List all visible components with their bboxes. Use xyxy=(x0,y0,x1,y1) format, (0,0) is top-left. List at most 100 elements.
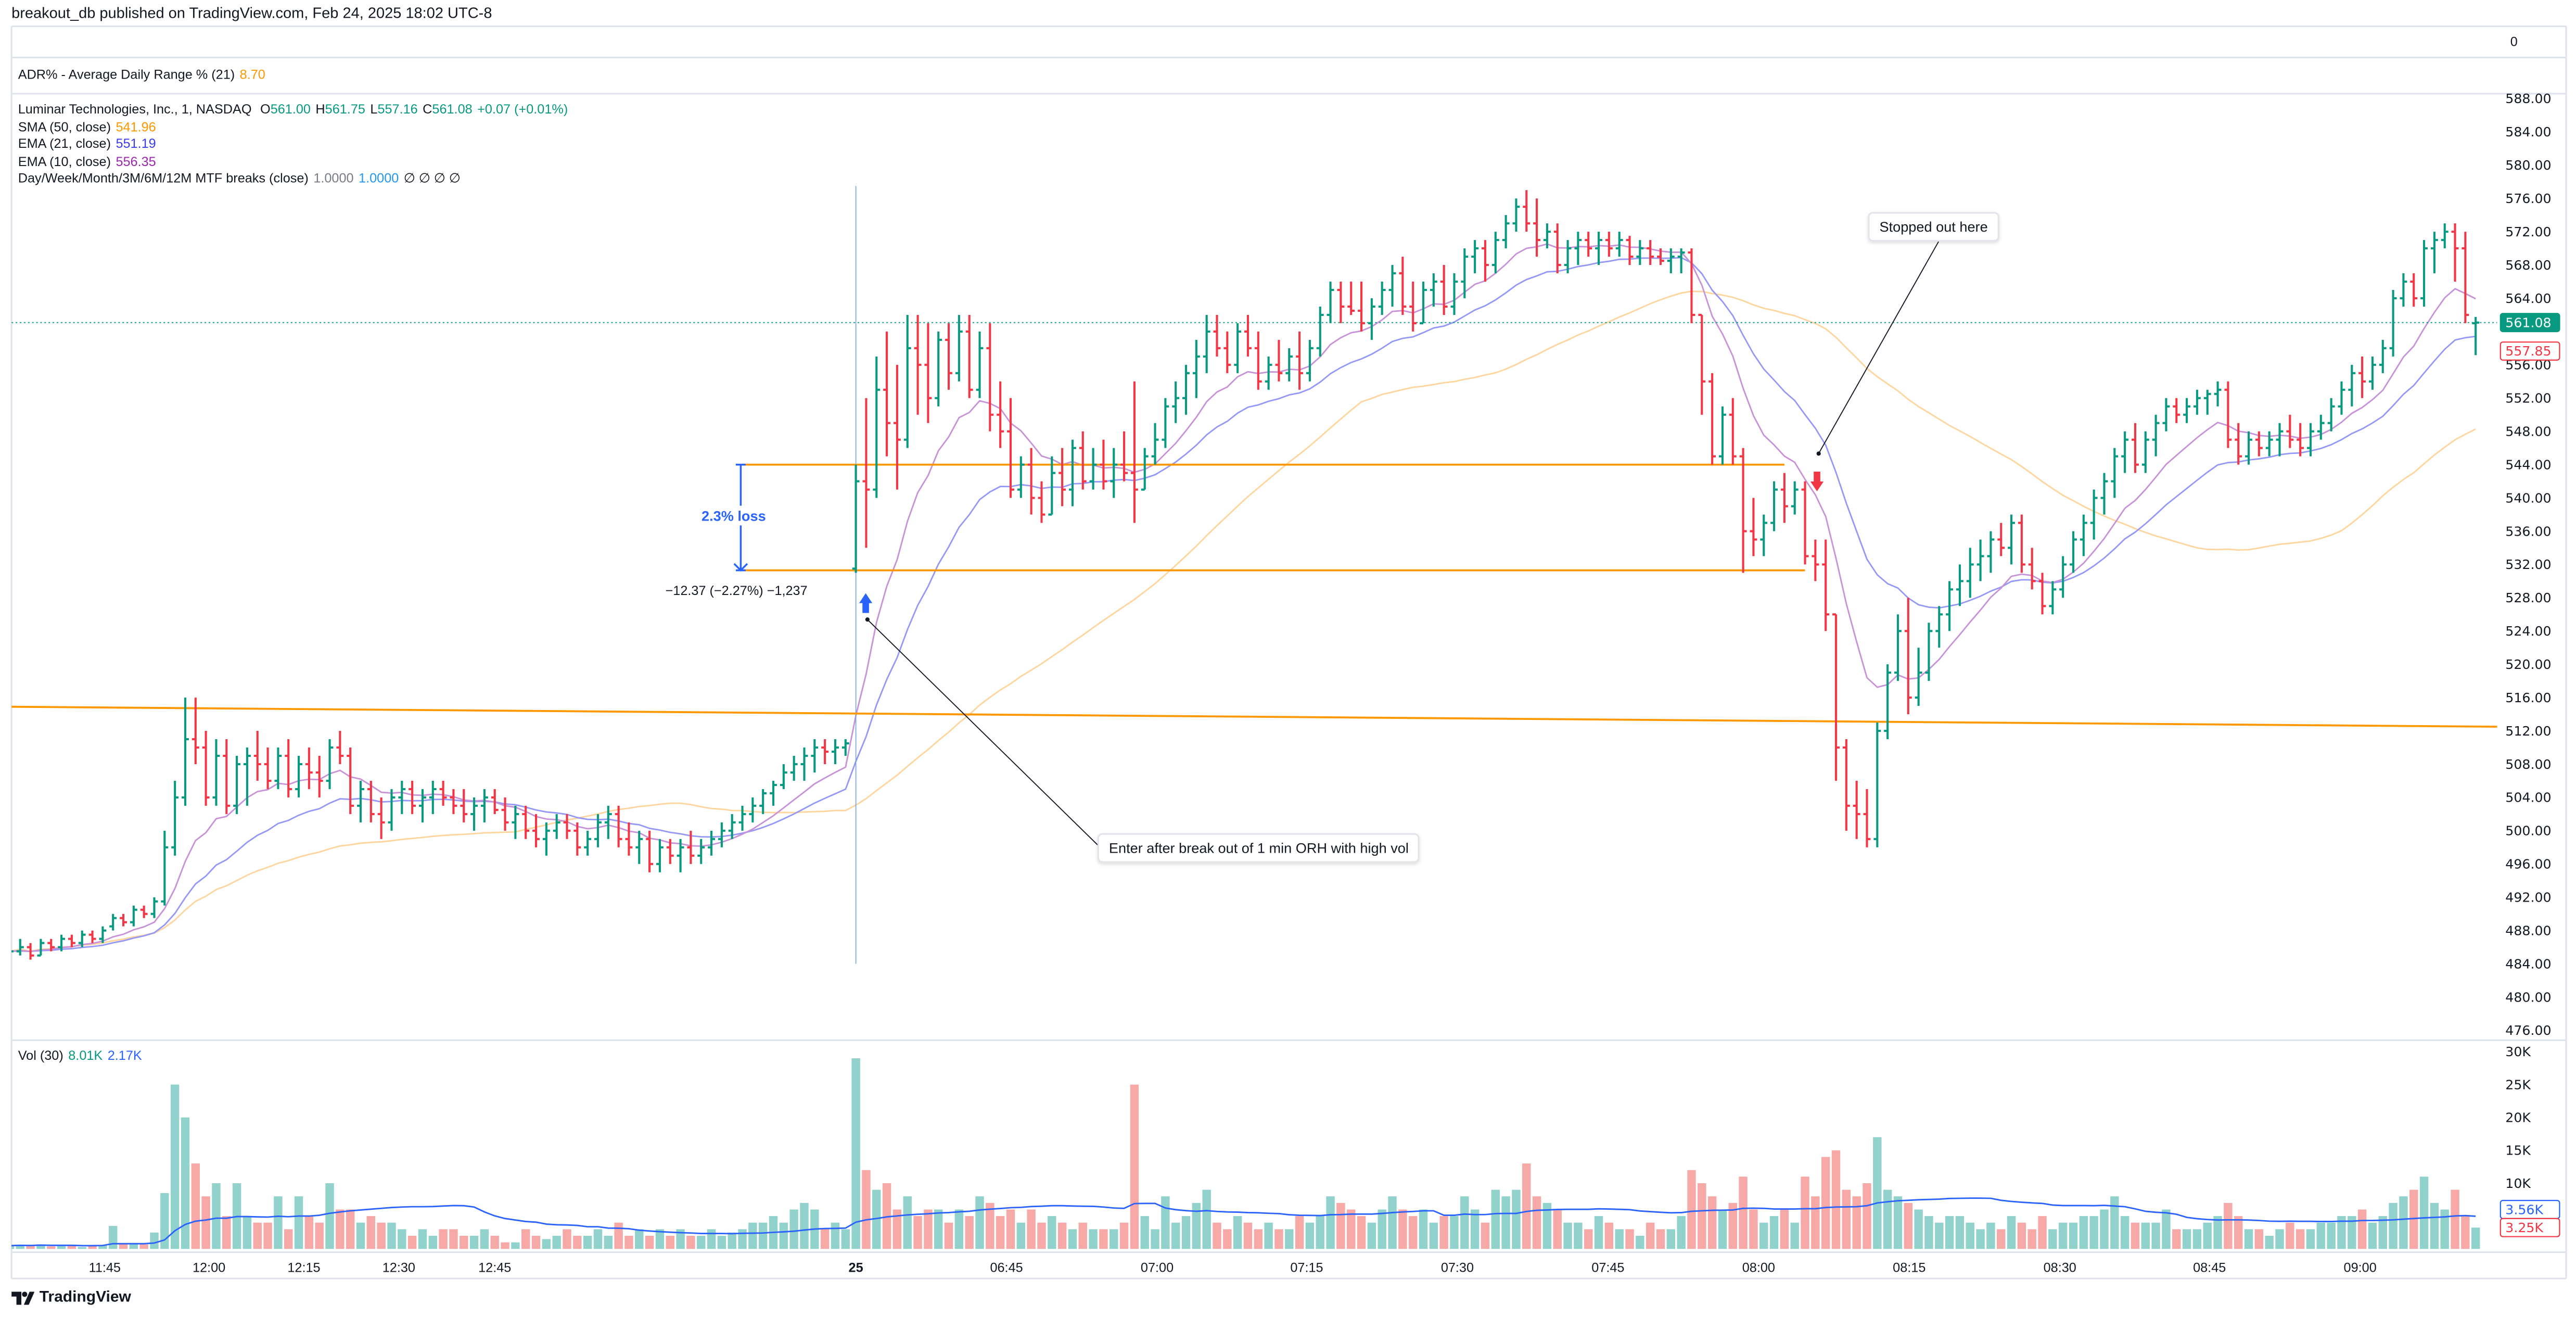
adr-legend[interactable]: ADR% - Average Daily Range % (21) 8.70 xyxy=(18,67,271,84)
ohlc-bar xyxy=(470,797,478,831)
price-tick-label: 512.00 xyxy=(2505,724,2551,739)
volume-bar xyxy=(1057,1222,1067,1249)
ohlc-bar xyxy=(862,398,870,548)
ohlc-bar xyxy=(58,934,66,952)
volume-bar xyxy=(1769,1216,1779,1249)
price-tick-label: 508.00 xyxy=(2505,757,2551,772)
last-price-tag-box xyxy=(2500,313,2560,333)
mtf-label: Day/Week/Month/3M/6M/12M MTF breaks (clo… xyxy=(18,171,309,186)
ohlc-bar xyxy=(2286,414,2294,448)
ohlc-bar xyxy=(192,698,199,764)
volume-bar xyxy=(2089,1216,2098,1249)
ohlc-bar xyxy=(2430,232,2438,274)
volume-bar xyxy=(583,1235,592,1249)
ohlc-bar xyxy=(1306,339,1313,382)
ohlc-bar xyxy=(460,789,468,822)
ohlc-bar xyxy=(924,323,932,423)
ohlc-bar xyxy=(2368,356,2376,390)
ohlc-bar xyxy=(1976,539,1984,581)
volume-legend[interactable]: Vol (30) 8.01K 2.17K xyxy=(18,1048,147,1066)
volume-bar xyxy=(2419,1176,2429,1249)
ohlc-bar xyxy=(2132,423,2139,473)
ohlc-open: O561.00 xyxy=(260,102,311,117)
ohlc-bar xyxy=(666,839,674,864)
volume-bar xyxy=(1698,1183,1706,1249)
volume-bar xyxy=(1110,1229,1118,1249)
volume-bar xyxy=(2275,1229,2284,1249)
ohlc-bar xyxy=(1935,606,1943,648)
entry-callout[interactable]: Enter after break out of 1 min ORH with … xyxy=(1097,833,1421,863)
volume-bar xyxy=(1811,1196,1820,1249)
volume-bar xyxy=(892,1209,902,1249)
ohlc-bar xyxy=(37,939,45,957)
volume-bar xyxy=(1574,1222,1583,1249)
ohlc-bar xyxy=(1966,548,1974,598)
ohlc-bar xyxy=(429,780,437,814)
ohlc-bar xyxy=(1677,248,1685,274)
volume-bar xyxy=(315,1222,324,1249)
ohlc-close: C561.08 xyxy=(423,102,473,117)
ohlc-bar xyxy=(1904,598,1912,715)
price-tick-label: 496.00 xyxy=(2505,857,2551,872)
volume-bar xyxy=(913,1216,922,1249)
volume-bar xyxy=(2399,1196,2408,1249)
entry-callout-leader xyxy=(867,619,1101,849)
ohlc-bar xyxy=(1347,282,1355,315)
volume-bar xyxy=(1491,1189,1500,1249)
volume-bar xyxy=(1481,1222,1490,1249)
volume-bar xyxy=(676,1229,685,1249)
ohlc-bar xyxy=(2162,398,2170,432)
ohlc-bar xyxy=(1812,539,1819,581)
volume-bar xyxy=(1161,1196,1170,1249)
ohlc-bar xyxy=(1285,348,1293,382)
ohlc-bar xyxy=(1791,481,1799,515)
ema21-legend[interactable]: EMA (21, close) 551.19 xyxy=(18,137,573,154)
volume-bar xyxy=(655,1229,665,1249)
measure-label[interactable]: 2.3% loss xyxy=(701,508,766,525)
ohlc-bar xyxy=(986,323,994,432)
volume-bar xyxy=(1408,1216,1418,1249)
ohlc-bar xyxy=(264,747,272,789)
ohlc-bar xyxy=(1399,257,1407,315)
volume-bar xyxy=(882,1183,891,1249)
ema-price-tag-box xyxy=(2500,341,2560,361)
ohlc-bar xyxy=(635,830,643,864)
ema10-legend[interactable]: EMA (10, close) 556.35 xyxy=(18,154,573,171)
stop-callout[interactable]: Stopped out here xyxy=(1868,212,1999,242)
volume-bar xyxy=(1192,1202,1201,1249)
volume-bar xyxy=(108,1226,118,1249)
ohlc-bar xyxy=(728,814,736,839)
volume-bar xyxy=(686,1235,695,1249)
ohlc-bar xyxy=(2410,273,2418,307)
volume-bar xyxy=(129,1243,138,1249)
ohlc-bar xyxy=(2121,431,2129,473)
volume-bar xyxy=(2110,1196,2119,1249)
sma50-legend[interactable]: SMA (50, close) 541.96 xyxy=(18,119,573,136)
ema10-value: 556.35 xyxy=(116,154,156,169)
ohlc-bar xyxy=(1647,240,1654,265)
volume-bar xyxy=(2296,1229,2305,1249)
ohlc-bar xyxy=(945,323,952,390)
ohlc-bar xyxy=(1543,223,1551,249)
volume-bar xyxy=(304,1216,314,1249)
ohlc-bar xyxy=(2245,431,2252,465)
ohlc-bar xyxy=(1120,431,1128,482)
volume-bar xyxy=(872,1189,881,1249)
tradingview-logo[interactable]: TradingView xyxy=(11,1288,131,1307)
volume-bar xyxy=(11,1245,15,1249)
ohlc-bar xyxy=(140,905,148,918)
ohlc-bar xyxy=(450,789,457,814)
ohlc-bar xyxy=(27,943,34,960)
ohlc-bar xyxy=(790,755,798,781)
ohlc-bar xyxy=(2028,548,2036,590)
ohlc-bar xyxy=(2141,431,2149,473)
time-tick-label: 08:00 xyxy=(1742,1260,1775,1275)
volume-bar xyxy=(1501,1196,1510,1249)
symbol-legend[interactable]: Luminar Technologies, Inc., 1, NASDAQ O5… xyxy=(18,102,573,119)
mtf-legend[interactable]: Day/Week/Month/3M/6M/12M MTF breaks (clo… xyxy=(18,172,573,189)
ohlc-bar xyxy=(563,814,571,839)
ohlc-bar xyxy=(604,805,612,839)
volume-bar xyxy=(490,1235,499,1249)
volume-bar xyxy=(1223,1229,1232,1249)
